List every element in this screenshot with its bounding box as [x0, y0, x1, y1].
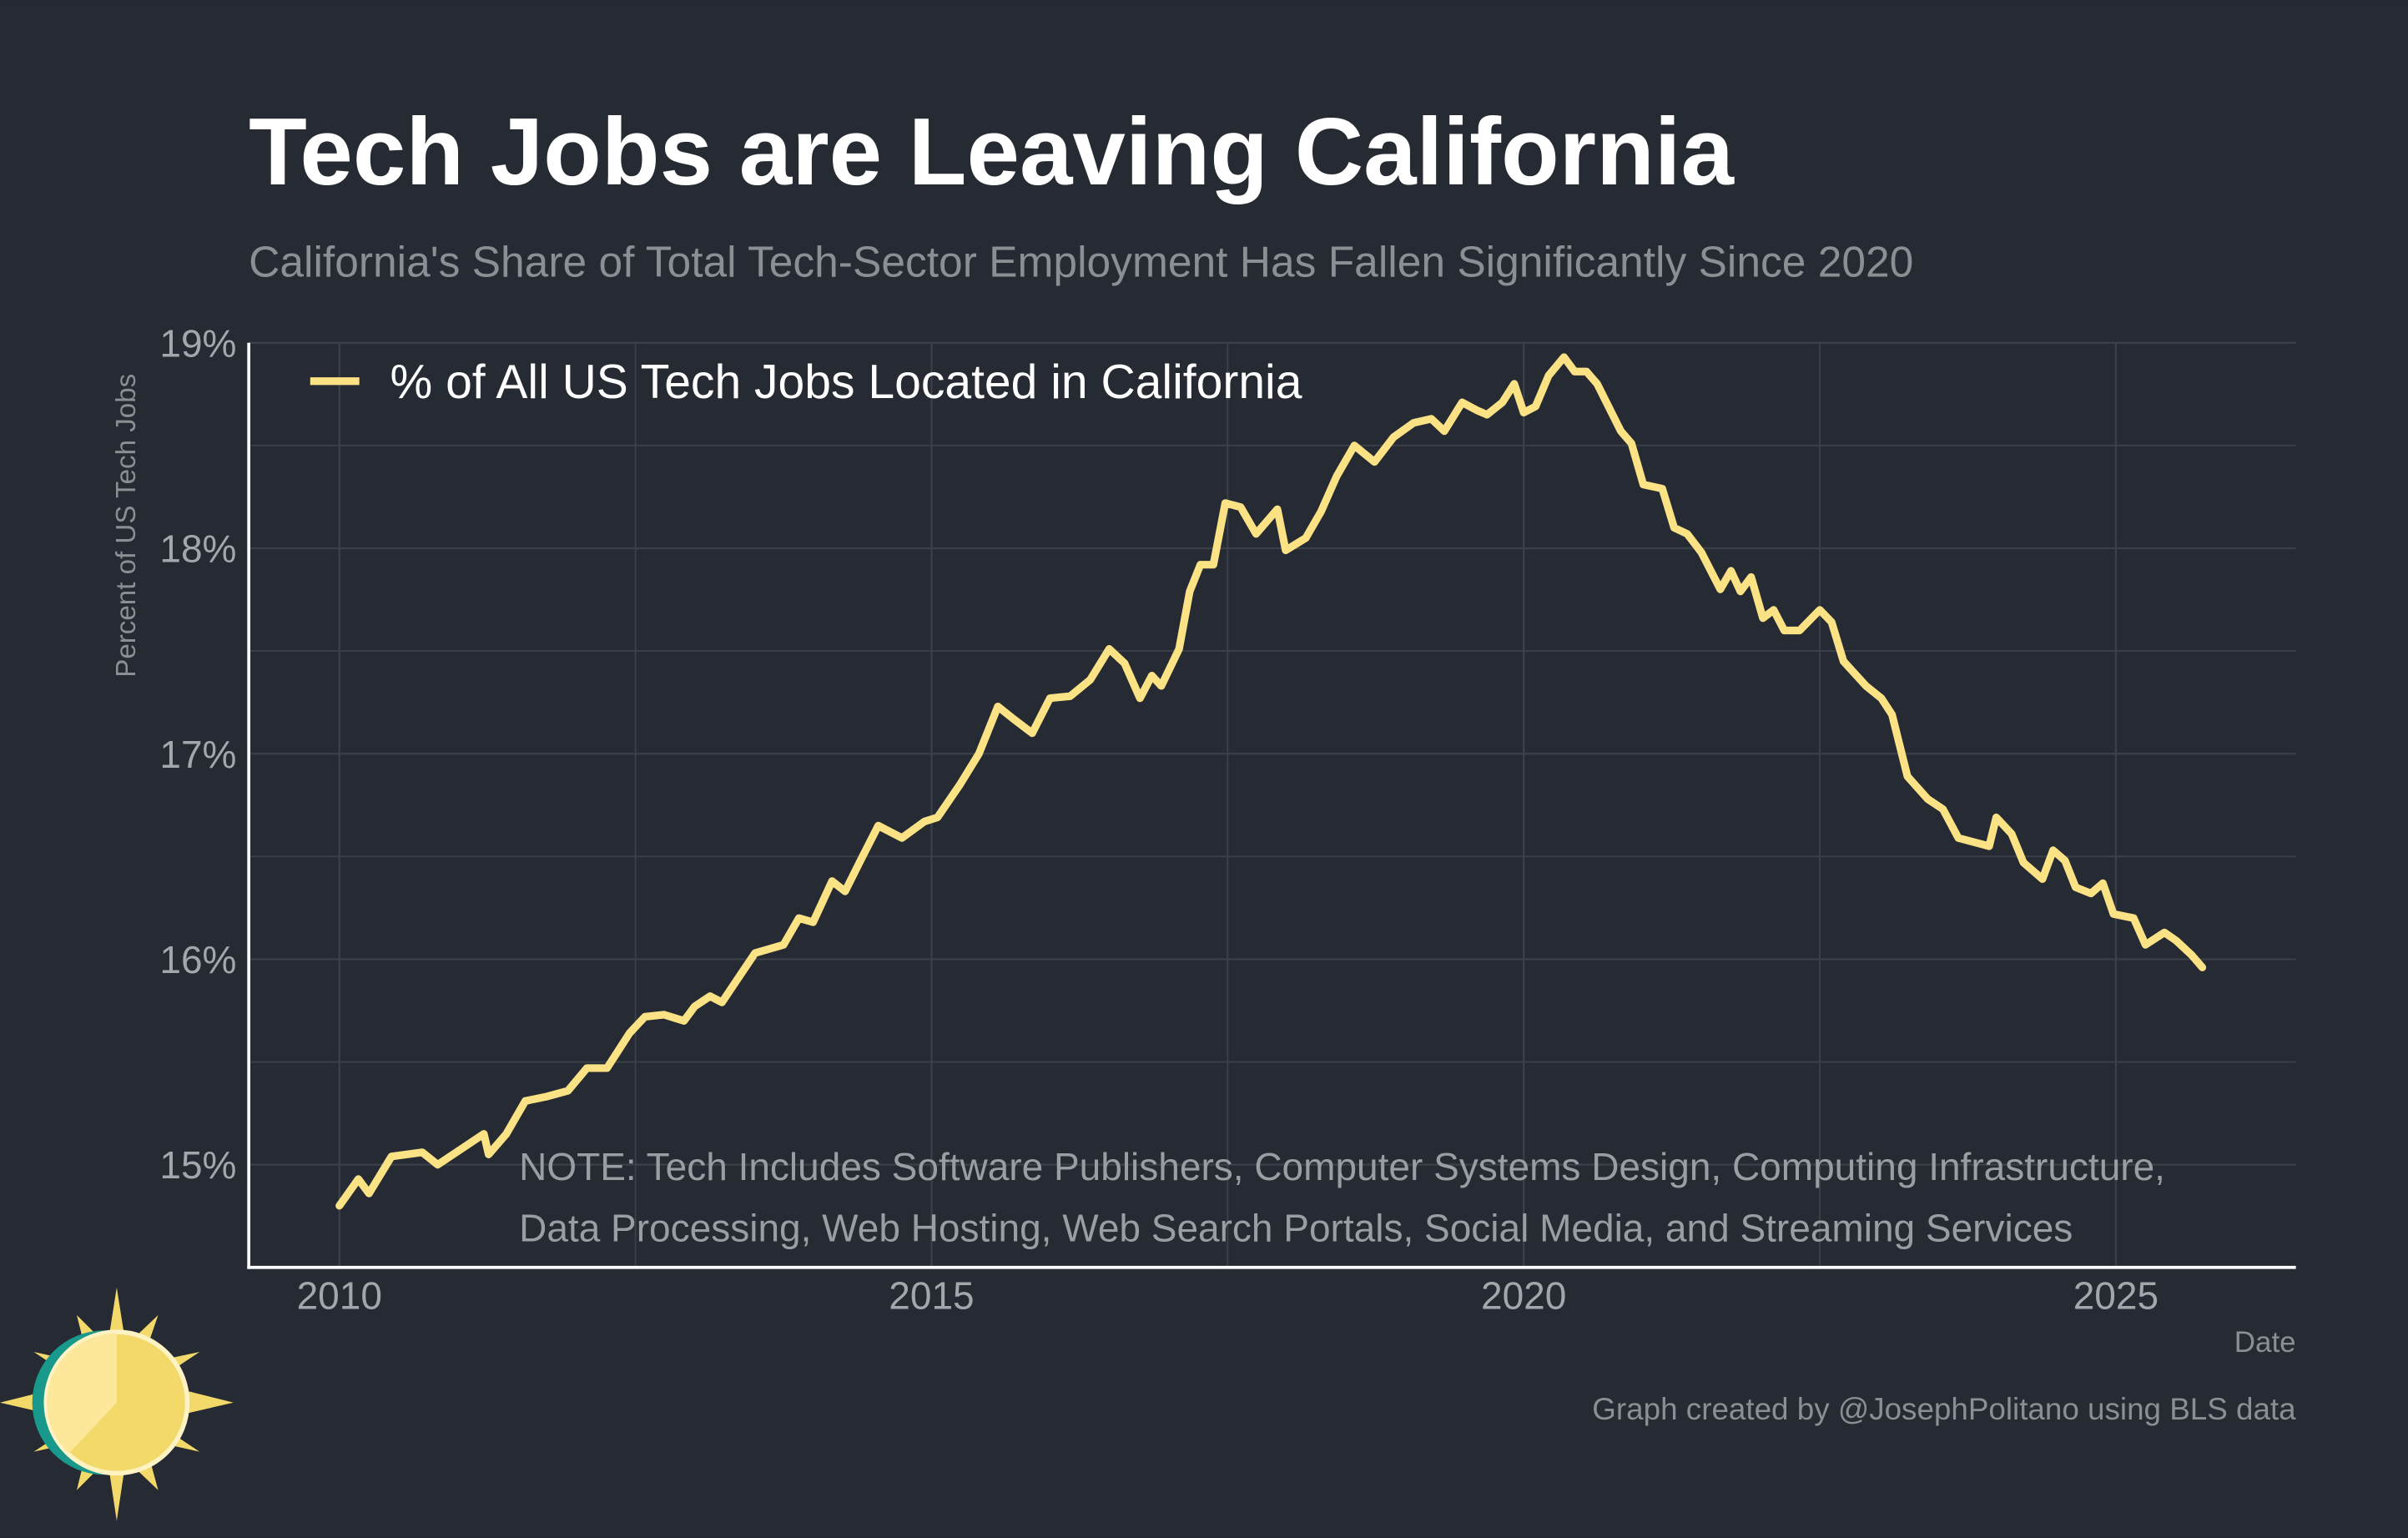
y-tick-label: 17% [159, 733, 236, 776]
legend-label: % of All US Tech Jobs Located in Califor… [390, 356, 1302, 409]
x-axis-label: Date [2234, 1326, 2296, 1359]
x-tick-label: 2020 [1481, 1273, 1566, 1317]
data-line [335, 353, 2207, 1210]
chart-subtitle: California's Share of Total Tech-Sector … [249, 238, 1913, 286]
y-tick-label: 18% [159, 527, 236, 571]
logo [0, 1287, 234, 1521]
logo-highlight [47, 1333, 117, 1454]
annotation: NOTE: Tech Includes Software Publishers,… [519, 1145, 2165, 1188]
y-tick-label: 16% [159, 938, 236, 981]
x-tick-label: 2010 [297, 1273, 382, 1317]
x-tick-label: 2015 [889, 1273, 974, 1317]
caption: Graph created by @JosephPolitano using B… [1592, 1392, 2296, 1426]
x-tick-label: 2025 [2073, 1273, 2159, 1317]
y-tick-label: 15% [159, 1143, 236, 1187]
y-axis-label: Percent of US Tech Jobs [111, 374, 142, 678]
grid [249, 341, 2296, 1268]
y-tick-label: 19% [159, 321, 236, 365]
annotation: Data Processing, Web Hosting, Web Search… [519, 1206, 2073, 1249]
chart-title: Tech Jobs are Leaving California [249, 99, 1735, 205]
